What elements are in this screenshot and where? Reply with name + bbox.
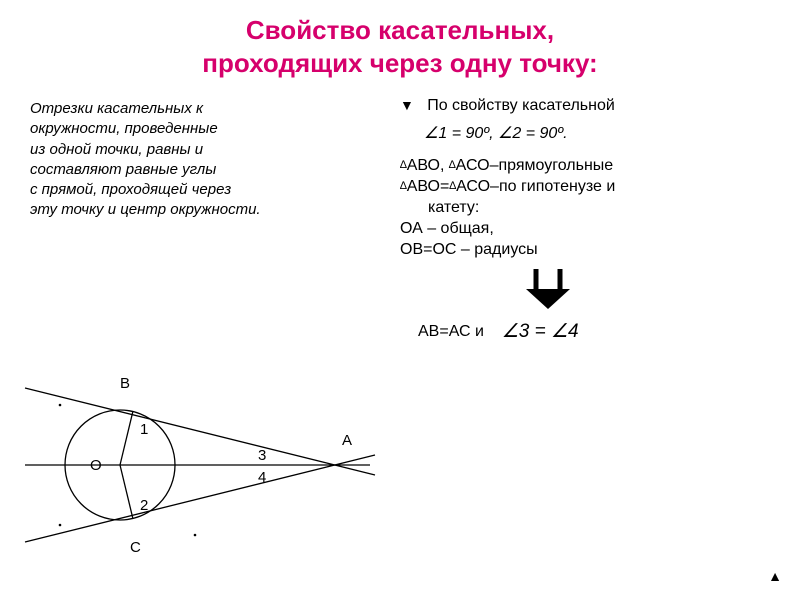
diagram-label-n3: 3 [258, 447, 266, 464]
diagram-label-O: О [90, 457, 102, 474]
proof-l4: ОВ=ОС – радиусы [400, 241, 770, 259]
conclusion: АВ=АС и ∠3 = ∠4 [418, 320, 770, 343]
diagram-label-B: В [120, 375, 130, 392]
diagram-label-A: А [342, 432, 352, 449]
tangent-bot [25, 455, 375, 542]
marker-up-icon: ▲ [768, 568, 782, 584]
proof-l1b: АСО–прямоугольные [456, 157, 614, 174]
proof-l1a: АВО, [407, 157, 449, 174]
diagram-label-n1: 1 [140, 421, 148, 438]
tangent-top [25, 388, 375, 475]
property-text: По свойству касательной [427, 97, 615, 114]
diagram-label-C: С [130, 539, 141, 556]
title-line-1: Свойство касательных, [20, 14, 780, 47]
implication-arrow-icon [520, 267, 770, 316]
title-line-2: проходящих через одну точку: [20, 47, 780, 80]
radius-OC [120, 465, 133, 519]
property-line: ▼ По свойству касательной [400, 97, 770, 115]
triangle-icon: ∆ [400, 159, 407, 171]
page-title: Свойство касательных, проходящих через о… [0, 0, 800, 87]
conclusion-eq: АВ=АС и [418, 323, 484, 340]
proof-l1: ∆АВО, ∆АСО–прямоугольные [400, 157, 770, 175]
conclusion-angles: ∠3 = ∠4 [502, 321, 579, 342]
geometry-diagram: В С А О 1 2 3 4 [20, 355, 385, 575]
theorem-l2: окружности, проведенные [30, 119, 390, 139]
theorem-l6: эту точку и центр окружности. [30, 200, 390, 220]
theorem-text: Отрезки касательных к окружности, провед… [30, 99, 390, 221]
triangle-icon: ∆ [449, 159, 456, 171]
theorem-l3: из одной точки, равны и [30, 140, 390, 160]
theorem-l5: с прямой, проходящей через [30, 180, 390, 200]
theorem-l4: составляют равные углы [30, 160, 390, 180]
proof-l2: ∆АВО=∆АСО–по гипотенузе и [400, 178, 770, 196]
diagram-svg [20, 355, 385, 575]
content-row: Отрезки касательных к окружности, провед… [0, 87, 800, 343]
diagram-label-n4: 4 [258, 469, 266, 486]
triangle-icon: ∆ [400, 180, 407, 192]
proof-l2a: АВО= [407, 178, 450, 195]
proof-l2b: АСО–по гипотенузе и [456, 178, 615, 195]
left-column: Отрезки касательных к окружности, провед… [30, 91, 390, 343]
angles-statement: ∠1 = 90º, ∠2 = 90º. [424, 123, 770, 143]
proof-l3: ОА – общая, [400, 220, 770, 238]
right-column: ▼ По свойству касательной ∠1 = 90º, ∠2 =… [390, 91, 770, 343]
diagram-label-n2: 2 [140, 497, 148, 514]
radius-OB [120, 411, 133, 465]
theorem-l1: Отрезки касательных к [30, 99, 390, 119]
proof-l2c: катету: [428, 199, 770, 217]
marker-down-icon: ▼ [400, 97, 414, 113]
